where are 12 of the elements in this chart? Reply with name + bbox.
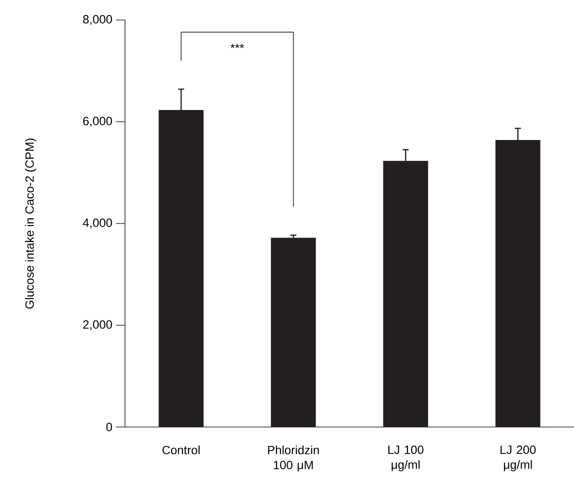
bar [270, 238, 316, 427]
y-tick-label: 6,000 [83, 116, 112, 127]
x-tick-label: LJ 100 μg/ml [388, 446, 424, 472]
y-tick-label: 2,000 [83, 320, 112, 330]
x-tick-label: Control [162, 446, 200, 454]
y-axis-title: Glucose intake in Caco-2 (CPM) [25, 138, 36, 309]
annotation: *** [230, 44, 244, 48]
x-tick-label: LJ 200 μg/ml [500, 446, 536, 472]
y-tick-label: 8,000 [83, 15, 112, 25]
y-tick-label: 0 [106, 422, 112, 432]
y-tick-label: 4,000 [82, 218, 112, 228]
x-tick-label: Phloridzin 100 μM [268, 446, 319, 472]
